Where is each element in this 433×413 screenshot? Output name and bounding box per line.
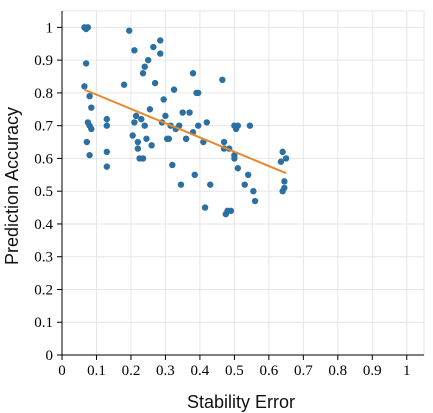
y-tick-label: 0.6 [34, 151, 53, 167]
data-point [88, 125, 95, 133]
tick-labels: 0 0.1 0.2 0.3 0.4 0.5 0.6 0.7 0.8 0.9 1 0 0.1 0.2 0.3 0… [34, 20, 410, 379]
y-tick-label: 1 [46, 20, 54, 36]
data-point [141, 63, 148, 70]
y-tick-label: 0.1 [34, 315, 53, 331]
data-point [148, 142, 155, 149]
data-point [177, 181, 185, 188]
data-point [103, 148, 111, 156]
data-point [279, 148, 286, 156]
data-point [84, 24, 92, 31]
y-tick-label: 0.5 [34, 184, 53, 200]
data-point [151, 79, 159, 87]
x-tick-label: 0.7 [294, 363, 313, 379]
x-tick-label: 0.9 [363, 363, 382, 379]
data-point [82, 60, 90, 67]
data-point [138, 115, 145, 123]
data-point [83, 138, 91, 146]
data-point [219, 76, 226, 84]
y-tick-label: 0.9 [34, 53, 53, 69]
data-point [84, 119, 92, 126]
x-tick-label: 0.1 [87, 363, 106, 379]
data-point [120, 81, 128, 88]
data-point [131, 47, 138, 54]
data-point [139, 70, 147, 77]
data-point [207, 181, 214, 188]
data-point [241, 181, 248, 188]
data-point [134, 138, 142, 146]
data-point [165, 135, 173, 142]
x-axis-title: Stability Error [187, 392, 295, 412]
data-point [169, 161, 176, 169]
data-point [194, 122, 202, 129]
trend-line-group [84, 88, 287, 175]
data-point [250, 187, 257, 195]
data-point [129, 132, 136, 139]
trend-line [84, 88, 287, 175]
data-point [86, 151, 93, 159]
data-point [86, 92, 93, 100]
data-point [281, 178, 288, 185]
x-tick-label: 0.5 [225, 363, 244, 379]
data-point [143, 135, 150, 142]
data-point [277, 158, 285, 165]
x-tick-label: 0.2 [122, 363, 141, 379]
data-point [222, 210, 229, 218]
data-point [234, 165, 242, 172]
data-point [227, 207, 235, 215]
data-point [186, 109, 193, 116]
data-point [251, 197, 259, 205]
data-point [103, 115, 111, 123]
y-tick-label: 0.3 [34, 250, 53, 266]
data-point [281, 184, 288, 192]
y-tick-label: 0.4 [34, 217, 53, 233]
data-point [220, 138, 228, 146]
x-tick-label: 1 [403, 363, 411, 379]
data-point [182, 135, 190, 142]
data-point [162, 112, 169, 120]
data-point [189, 70, 197, 77]
data-point [146, 106, 154, 113]
x-tick-label: 0.4 [191, 363, 210, 379]
data-points [81, 24, 290, 218]
data-point [141, 122, 148, 129]
data-point [191, 171, 198, 179]
data-point [103, 122, 111, 129]
data-point [246, 122, 254, 129]
data-point [244, 171, 252, 179]
data-point [144, 56, 152, 64]
data-point [157, 37, 164, 44]
data-point [134, 145, 142, 152]
data-point [203, 119, 210, 126]
axes [57, 11, 424, 360]
y-tick-label: 0.2 [34, 282, 53, 298]
data-point [231, 155, 238, 162]
data-point [282, 155, 290, 162]
x-tick-label: 0.3 [156, 363, 175, 379]
data-point [81, 83, 88, 90]
data-point [194, 89, 202, 97]
data-point [201, 204, 209, 211]
data-point [157, 50, 164, 57]
x-tick-label: 0 [58, 363, 66, 379]
y-tick-label: 0.7 [34, 119, 53, 135]
data-point [234, 122, 242, 129]
data-point [150, 43, 157, 51]
y-tick-label: 0.8 [34, 86, 53, 102]
y-tick-label: 0 [46, 348, 54, 364]
data-point [139, 155, 147, 162]
data-point [88, 104, 95, 111]
data-point [131, 119, 138, 126]
data-point [170, 86, 178, 93]
y-axis-title: Prediction Accuracy [2, 107, 22, 265]
x-tick-label: 0.8 [328, 363, 347, 379]
x-tick-label: 0.6 [259, 363, 278, 379]
data-point [160, 96, 167, 103]
data-point [126, 27, 133, 34]
data-point [179, 109, 186, 116]
data-point [103, 163, 111, 170]
data-point [132, 112, 140, 120]
